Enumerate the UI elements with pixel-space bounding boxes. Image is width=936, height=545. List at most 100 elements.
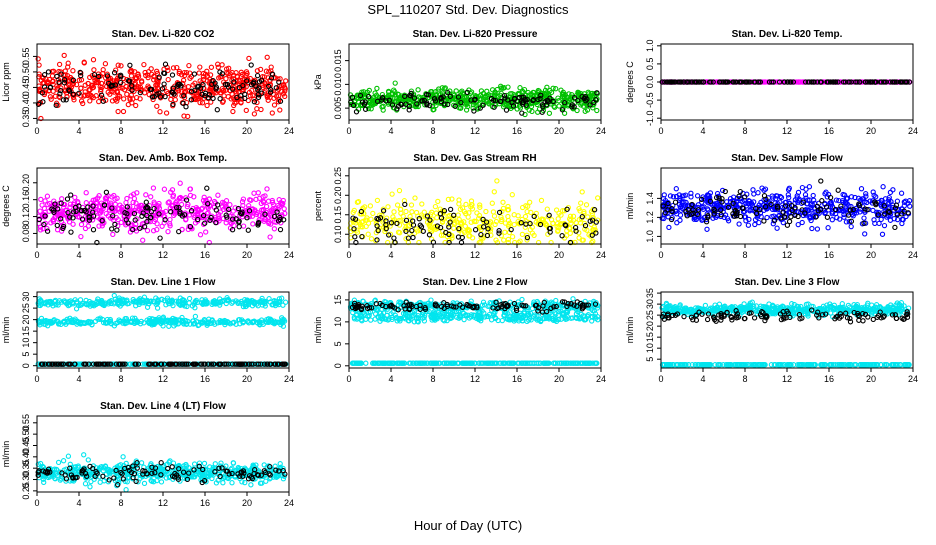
data-point bbox=[492, 190, 496, 194]
y-tick-label: 0.16 bbox=[21, 191, 31, 209]
data-point bbox=[756, 191, 760, 195]
x-tick-label: 24 bbox=[284, 250, 294, 260]
data-point bbox=[520, 232, 524, 236]
y-axis-label: ml/min bbox=[1, 317, 11, 344]
data-point bbox=[796, 223, 800, 227]
data-point bbox=[73, 195, 77, 199]
data-point bbox=[103, 62, 107, 66]
data-point bbox=[353, 235, 357, 239]
data-point bbox=[705, 227, 709, 231]
y-tick-label: 10 bbox=[21, 338, 31, 348]
data-point bbox=[673, 200, 677, 204]
data-point bbox=[246, 228, 250, 232]
data-point bbox=[753, 222, 757, 226]
data-point bbox=[556, 96, 560, 100]
data-point bbox=[420, 202, 424, 206]
data-point bbox=[55, 223, 59, 227]
data-point bbox=[84, 191, 88, 195]
data-point bbox=[893, 225, 897, 229]
data-point bbox=[71, 69, 75, 73]
data-point bbox=[811, 193, 815, 197]
data-point bbox=[539, 198, 543, 202]
data-point bbox=[121, 109, 125, 113]
data-point bbox=[111, 232, 115, 236]
data-point bbox=[825, 215, 829, 219]
x-tick-label: 0 bbox=[34, 374, 39, 384]
data-point bbox=[256, 74, 260, 78]
y-axis-label: ml/min bbox=[313, 317, 323, 344]
data-point bbox=[251, 222, 255, 226]
panel-title: Stan. Dev. Line 2 Flow bbox=[423, 277, 528, 288]
x-tick-label: 12 bbox=[158, 374, 168, 384]
data-point bbox=[435, 216, 439, 220]
data-point bbox=[696, 194, 700, 198]
data-point bbox=[237, 225, 241, 229]
y-tick-label: 0.010 bbox=[333, 73, 343, 96]
data-point bbox=[409, 203, 413, 207]
y-tick-label: -0.5 bbox=[645, 92, 655, 108]
x-tick-label: 16 bbox=[824, 126, 834, 136]
data-point bbox=[393, 81, 397, 85]
data-point bbox=[495, 179, 499, 183]
panel-title: Stan. Dev. Li-820 Pressure bbox=[413, 29, 538, 40]
y-tick-label: 0.55 bbox=[21, 48, 31, 66]
y-axis-label: degrees C bbox=[625, 61, 635, 103]
data-point bbox=[830, 218, 834, 222]
data-point bbox=[209, 65, 213, 69]
y-axis-label: Licor ppm bbox=[1, 62, 11, 102]
data-point bbox=[215, 108, 219, 112]
data-point bbox=[390, 192, 394, 196]
x-tick-label: 8 bbox=[118, 250, 123, 260]
data-point bbox=[228, 203, 232, 207]
data-point bbox=[449, 207, 453, 211]
x-tick-label: 0 bbox=[658, 126, 663, 136]
x-tick-label: 24 bbox=[596, 250, 606, 260]
data-point bbox=[205, 186, 209, 190]
y-tick-label: 0.0 bbox=[645, 76, 655, 89]
series-2 bbox=[660, 80, 912, 84]
data-point bbox=[84, 201, 88, 205]
data-point bbox=[545, 207, 549, 211]
y-axis-label: kPa bbox=[313, 74, 323, 90]
data-points bbox=[36, 293, 288, 366]
y-tick-label: 0.005 bbox=[333, 97, 343, 120]
data-point bbox=[39, 197, 43, 201]
x-tick-label: 0 bbox=[658, 250, 663, 260]
data-point bbox=[192, 72, 196, 76]
x-tick-label: 20 bbox=[554, 126, 564, 136]
data-point bbox=[410, 210, 414, 214]
data-point bbox=[218, 97, 222, 101]
figure-title: SPL_110207 Std. Dev. Diagnostics bbox=[0, 2, 936, 17]
data-point bbox=[368, 204, 372, 208]
data-point bbox=[265, 187, 269, 191]
data-point bbox=[92, 68, 96, 72]
data-point bbox=[119, 64, 123, 68]
x-tick-label: 4 bbox=[76, 126, 81, 136]
data-point bbox=[392, 236, 396, 240]
data-point bbox=[366, 232, 370, 236]
data-point bbox=[880, 232, 884, 236]
data-point bbox=[170, 73, 174, 77]
data-point bbox=[820, 199, 824, 203]
data-point bbox=[162, 187, 166, 191]
panel-title: Stan. Dev. Sample Flow bbox=[731, 153, 843, 164]
data-point bbox=[252, 100, 256, 104]
data-point bbox=[110, 227, 114, 231]
data-point bbox=[244, 108, 248, 112]
data-point bbox=[586, 215, 590, 219]
data-point bbox=[422, 210, 426, 214]
x-tick-label: 8 bbox=[430, 250, 435, 260]
y-tick-label: 20 bbox=[21, 315, 31, 325]
data-point bbox=[464, 202, 468, 206]
data-point bbox=[502, 238, 506, 242]
x-tick-label: 20 bbox=[242, 374, 252, 384]
x-tick-label: 4 bbox=[76, 250, 81, 260]
data-point bbox=[86, 224, 90, 228]
data-point bbox=[492, 214, 496, 218]
series-1 bbox=[660, 185, 912, 237]
data-point bbox=[256, 191, 260, 195]
